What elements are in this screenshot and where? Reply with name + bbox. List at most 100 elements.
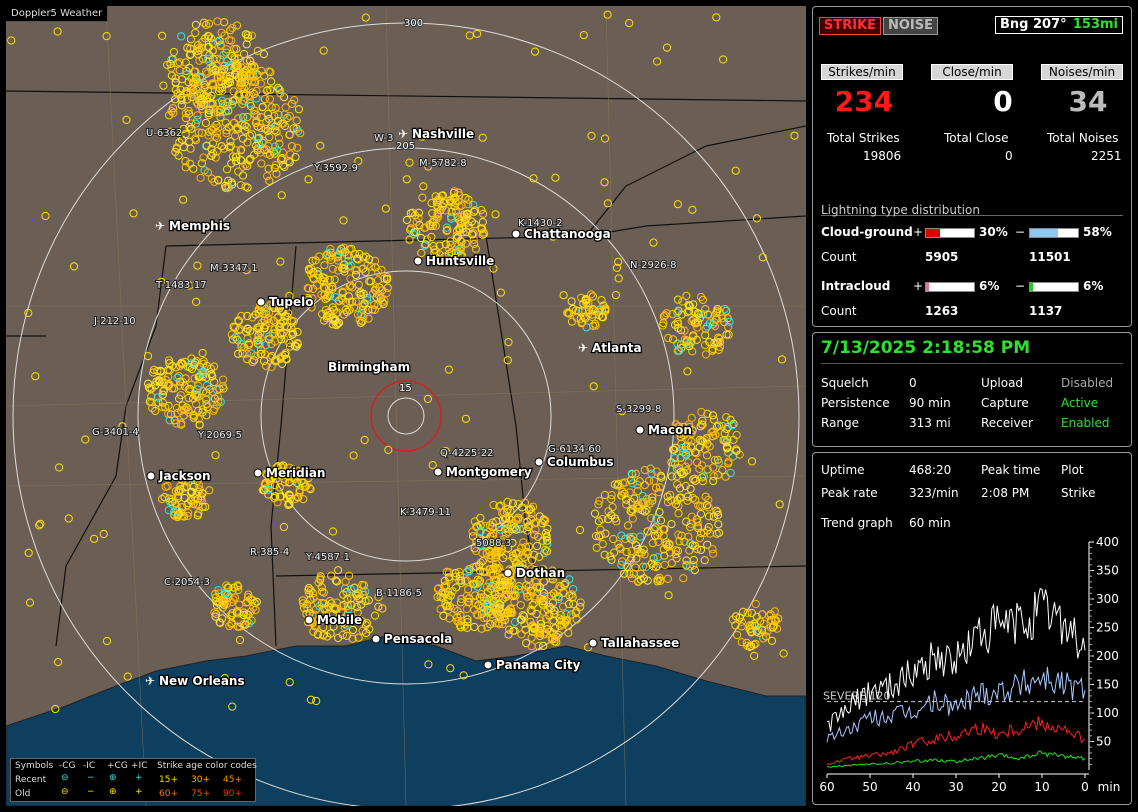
x-tick-label: 50 xyxy=(862,780,877,794)
strike-marker xyxy=(240,96,249,105)
strike-marker xyxy=(465,31,474,40)
close-per-min-button[interactable]: Close/min xyxy=(931,64,1013,80)
strike-marker xyxy=(299,479,308,488)
strike-marker xyxy=(252,116,261,126)
city-memphis[interactable]: ✈ Memphis xyxy=(155,218,231,235)
storm-label[interactable]: M-5782-8 xyxy=(418,157,468,170)
strike-marker xyxy=(694,310,703,319)
strike-marker xyxy=(289,329,298,338)
city-tupelo[interactable]: Tupelo xyxy=(256,294,315,310)
city-panama-city[interactable]: Panama City xyxy=(483,657,582,673)
city-nashville[interactable]: ✈ Nashville xyxy=(398,126,475,143)
strikes-per-min-button[interactable]: Strikes/min xyxy=(821,64,903,80)
ring-label-15: 15 xyxy=(399,383,412,394)
noises-per-min-button[interactable]: Noises/min xyxy=(1041,64,1123,80)
capture-value[interactable]: Active xyxy=(1061,396,1099,410)
strike-marker xyxy=(247,349,256,358)
storm-label[interactable]: R-385-4 xyxy=(249,546,290,559)
strike-marker xyxy=(683,367,692,376)
strike-marker xyxy=(747,608,756,618)
strike-marker xyxy=(433,592,442,602)
strike-marker xyxy=(747,457,757,466)
city-meridian[interactable]: Meridian xyxy=(253,465,327,481)
range-rings xyxy=(12,22,800,806)
city-jackson[interactable]: Jackson xyxy=(146,468,212,484)
strike-marker xyxy=(238,78,247,87)
strike-marker xyxy=(598,514,607,524)
strike-marker xyxy=(504,338,513,347)
strike-indicator[interactable]: STRIKE xyxy=(819,17,882,35)
strike-marker xyxy=(611,291,621,300)
strike-marker xyxy=(310,622,319,631)
city-mobile[interactable]: Mobile xyxy=(304,612,363,628)
city-dot-icon xyxy=(588,638,598,648)
strike-marker xyxy=(507,591,516,600)
city-macon[interactable]: Macon xyxy=(635,422,693,438)
strike-marker xyxy=(477,610,486,619)
strike-marker xyxy=(226,137,235,146)
strike-marker xyxy=(705,337,714,347)
storm-label[interactable]: Y-2069-5 xyxy=(196,429,243,442)
storm-label[interactable]: Y-3592-9 xyxy=(312,162,359,175)
city-columbus[interactable]: Columbus xyxy=(534,454,615,470)
upload-value[interactable]: Disabled xyxy=(1061,376,1114,390)
strike-marker xyxy=(442,581,451,590)
x-tick-label: 60 xyxy=(819,780,834,794)
storm-label[interactable]: B-1186-5 xyxy=(375,587,423,600)
strike-marker xyxy=(633,500,643,509)
receiver-value[interactable]: Enabled xyxy=(1061,416,1110,430)
strike-marker xyxy=(344,262,353,271)
strike-marker xyxy=(253,323,262,332)
city-birmingham[interactable]: Birmingham xyxy=(327,359,412,376)
strike-marker xyxy=(206,34,216,43)
city-pensacola[interactable]: Pensacola xyxy=(371,631,454,647)
city-tallahassee[interactable]: Tallahassee xyxy=(588,635,681,651)
storm-label[interactable]: W-3 xyxy=(373,132,394,145)
strike-marker xyxy=(351,297,360,306)
storm-label[interactable]: T-1483-17 xyxy=(154,279,208,292)
strike-marker xyxy=(540,516,549,525)
strike-marker xyxy=(253,46,262,56)
strike-marker xyxy=(649,554,658,563)
lightning-map[interactable]: Doppler5 Weather ✈ Nashville ✈ Memphis Ch xyxy=(6,6,806,806)
city-dothan[interactable]: Dothan xyxy=(503,565,566,581)
strike-marker xyxy=(647,469,656,478)
strike-marker xyxy=(205,385,214,394)
storm-label[interactable]: M-3347-1 xyxy=(209,262,259,275)
storm-label[interactable]: Q-4225-22 xyxy=(439,447,495,460)
storm-label[interactable]: C-2054-3 xyxy=(163,576,211,589)
strike-marker xyxy=(470,544,479,553)
strike-marker xyxy=(421,240,430,249)
strike-marker xyxy=(686,484,695,493)
city-chattanooga[interactable]: Chattanooga xyxy=(511,226,612,242)
storm-label[interactable]: J-212-10 xyxy=(92,315,137,328)
storm-label[interactable]: Y-4587-1 xyxy=(304,551,351,564)
strike-marker xyxy=(704,495,713,504)
storm-label[interactable]: S-3299-8 xyxy=(615,403,662,416)
storm-label[interactable]: G-3401-4 xyxy=(91,426,140,439)
strike-marker xyxy=(219,600,229,609)
strike-marker xyxy=(696,545,706,555)
strike-marker xyxy=(261,350,270,359)
trend-value[interactable]: 60 min xyxy=(909,516,951,530)
storm-label[interactable]: N-2926-8 xyxy=(629,259,678,272)
noise-indicator[interactable]: NOISE xyxy=(883,17,939,35)
storm-label[interactable]: K-3479-11 xyxy=(399,506,452,519)
plot-value[interactable]: Strike xyxy=(1061,486,1096,500)
strike-marker xyxy=(454,616,463,626)
storm-label[interactable]: G-6134-60 xyxy=(547,443,602,456)
city-montgomery[interactable]: Montgomery xyxy=(433,464,533,480)
strike-marker xyxy=(252,111,261,120)
strike-marker xyxy=(538,536,547,545)
city-atlanta[interactable]: ✈ Atlanta xyxy=(578,340,643,357)
strike-marker xyxy=(594,500,603,509)
strike-marker xyxy=(468,527,477,536)
storm-label[interactable]: 5088-3 xyxy=(475,537,512,550)
strike-marker xyxy=(201,118,210,128)
storm-label[interactable]: U-6362 xyxy=(145,127,183,140)
city-huntsville[interactable]: Huntsville xyxy=(413,253,496,269)
strike-marker xyxy=(653,553,663,562)
city-new-orleans[interactable]: ✈ New Orleans xyxy=(145,673,246,690)
legend-cg-pos: +CG xyxy=(107,761,128,771)
storm-label[interactable]: K-1430-2 xyxy=(517,217,564,230)
